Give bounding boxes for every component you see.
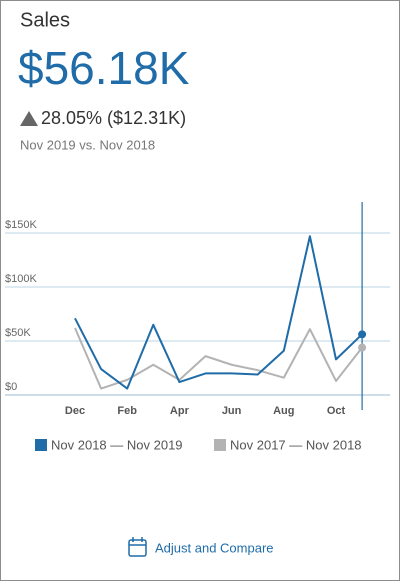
- up-triangle: [20, 111, 38, 126]
- legend-label: Nov 2018 — Nov 2019: [51, 437, 183, 452]
- x-tick-label: Aug: [273, 405, 294, 417]
- series-line: [74, 235, 363, 390]
- kpi-value: $56.18K: [18, 42, 190, 94]
- x-tick-label: Dec: [65, 405, 85, 417]
- calendar-icon: [128, 539, 147, 557]
- x-tick-label: Oct: [327, 405, 346, 417]
- card-title: Sales: [20, 9, 70, 31]
- adjust-button-label: Adjust and Compare: [155, 540, 274, 555]
- y-tick-label: $100K: [5, 273, 37, 285]
- adjust-button[interactable]: Adjust and Compare: [128, 537, 274, 557]
- legend-label: Nov 2017 — Nov 2018: [230, 437, 362, 452]
- x-tick-label: Jun: [222, 405, 242, 417]
- end-point: [358, 330, 367, 339]
- legend-swatch: [214, 439, 226, 451]
- series-line: [74, 327, 363, 390]
- kpi-change: 28.05% ($12.31K): [41, 108, 186, 128]
- end-point: [358, 343, 367, 352]
- x-tick-label: Apr: [170, 405, 190, 417]
- y-tick-label: $150K: [5, 219, 37, 231]
- legend-swatch: [35, 439, 47, 451]
- kpi-comparison: Nov 2019 vs. Nov 2018: [20, 137, 155, 152]
- x-tick-label: Feb: [117, 405, 137, 417]
- y-tick-label: $50K: [5, 327, 31, 339]
- y-tick-label: $0: [5, 381, 17, 393]
